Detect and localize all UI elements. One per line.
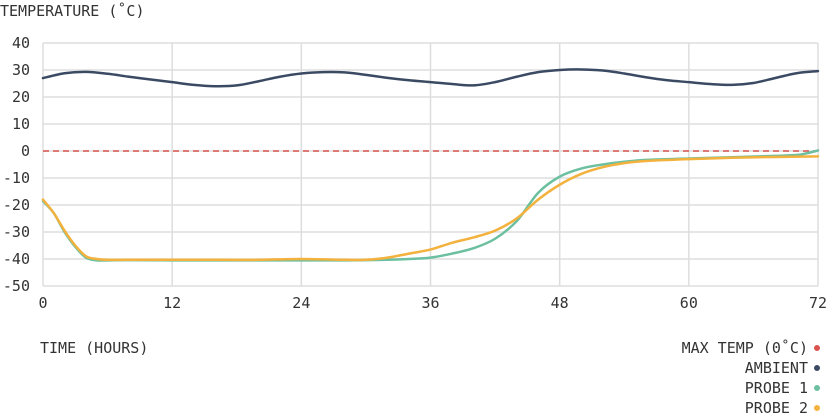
x-tick-label: 72 [809,294,827,312]
series-line-probe-2 [41,155,820,262]
x-tick-label: 24 [292,294,310,312]
x-axis-title: TIME (HOURS) [40,339,148,357]
y-tick-label: 40 [12,34,30,52]
legend-marker [814,365,820,371]
series-lines [41,68,820,262]
x-tick-label: 12 [163,294,181,312]
y-tick-label: -10 [3,169,30,187]
series-line-ambient [41,68,820,88]
y-tick-label: 10 [12,115,30,133]
legend-label: PROBE 2 [745,399,808,415]
legend-marker [814,405,820,411]
legend-marker [814,345,820,351]
y-tick-label: 20 [12,88,30,106]
x-tick-label: 36 [421,294,439,312]
x-tick-label: 48 [551,294,569,312]
x-tick-labels: 0 12 24 36 48 60 72 [38,294,827,312]
y-tick-label: 30 [12,61,30,79]
legend-label: PROBE 1 [745,379,808,397]
legend-marker [814,385,820,391]
y-tick-label: -40 [3,250,30,268]
legend: MAX TEMP (0˚C) AMBIENT PROBE 1 PROBE 2 [682,339,820,415]
legend-label: MAX TEMP (0˚C) [682,339,808,357]
legend-label: AMBIENT [745,359,808,377]
x-tick-label: 0 [38,294,47,312]
y-tick-label: 0 [21,142,30,160]
x-tick-label: 60 [680,294,698,312]
y-tick-label: -20 [3,196,30,214]
y-axis-title: TEMPERATURE (˚C) [0,2,145,20]
y-tick-labels: 40 30 20 10 0 -10 -20 -30 -40 -50 [3,34,30,295]
y-tick-label: -50 [3,277,30,295]
grid-lines [42,42,819,287]
y-tick-label: -30 [3,223,30,241]
